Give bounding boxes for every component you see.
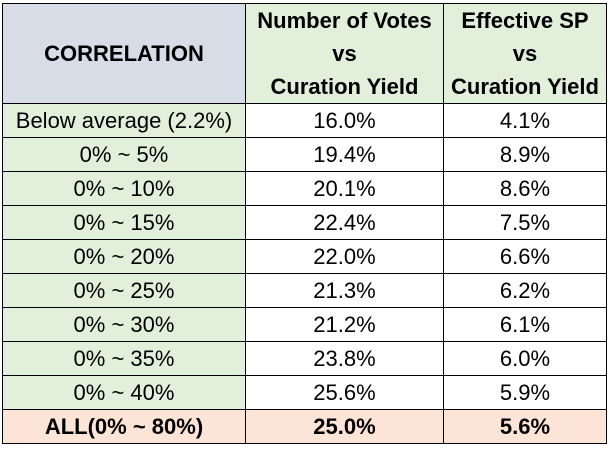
row-label: 0% ~ 15% — [2, 205, 246, 240]
row-label: 0% ~ 35% — [2, 341, 246, 376]
correlation-table: CORRELATION Number of Votes vs Curation … — [2, 3, 607, 444]
votes-value: 19.4% — [245, 137, 444, 172]
row-label: 0% ~ 20% — [2, 239, 246, 274]
header-votes-line-1: Number of Votes — [257, 8, 432, 33]
votes-value: 25.6% — [245, 375, 444, 410]
table-row: 0% ~ 15% 22.4% 7.5% — [2, 205, 607, 240]
table-row: Below average (2.2%) 16.0% 4.1% — [2, 103, 607, 138]
votes-value: 22.0% — [245, 239, 444, 274]
total-label: ALL(0% ~ 80%) — [2, 409, 246, 444]
row-label: 0% ~ 5% — [2, 137, 246, 172]
table-row: 0% ~ 30% 21.2% 6.1% — [2, 307, 607, 342]
table-row: 0% ~ 40% 25.6% 5.9% — [2, 375, 607, 410]
table-body: Below average (2.2%) 16.0% 4.1% 0% ~ 5% 19.4… — [2, 103, 607, 410]
table-row: 0% ~ 5% 19.4% 8.9% — [2, 137, 607, 172]
sp-value: 8.6% — [443, 171, 607, 206]
total-sp-value: 5.6% — [443, 409, 607, 444]
votes-value: 16.0% — [245, 103, 444, 138]
table-row: 0% ~ 25% 21.3% 6.2% — [2, 273, 607, 308]
votes-value: 21.3% — [245, 273, 444, 308]
header-sp-line-1: Effective SP — [461, 8, 589, 33]
sp-value: 4.1% — [443, 103, 607, 138]
header-votes-line-3: Curation Yield — [270, 74, 419, 99]
header-sp-line-3: Curation Yield — [451, 74, 599, 99]
votes-value: 20.1% — [245, 171, 444, 206]
row-label: 0% ~ 40% — [2, 375, 246, 410]
header-votes-line-2: vs — [332, 41, 357, 66]
sp-value: 7.5% — [443, 205, 607, 240]
sp-value: 6.6% — [443, 239, 607, 274]
sp-value: 6.1% — [443, 307, 607, 342]
row-label: 0% ~ 25% — [2, 273, 246, 308]
row-label: 0% ~ 10% — [2, 171, 246, 206]
sp-value: 6.2% — [443, 273, 607, 308]
table-row: 0% ~ 10% 20.1% 8.6% — [2, 171, 607, 206]
header-sp-vs-yield: Effective SP vs Curation Yield — [443, 3, 607, 104]
votes-value: 21.2% — [245, 307, 444, 342]
total-votes-value: 25.0% — [245, 409, 444, 444]
votes-value: 22.4% — [245, 205, 444, 240]
total-row: ALL(0% ~ 80%) 25.0% 5.6% — [2, 409, 607, 444]
header-votes-vs-yield: Number of Votes vs Curation Yield — [245, 3, 444, 104]
sp-value: 5.9% — [443, 375, 607, 410]
header-correlation: CORRELATION — [2, 3, 246, 104]
header-sp-line-2: vs — [512, 41, 538, 66]
table-row: 0% ~ 35% 23.8% 6.0% — [2, 341, 607, 376]
votes-value: 23.8% — [245, 341, 444, 376]
header-row: CORRELATION Number of Votes vs Curation … — [2, 3, 607, 104]
row-label: Below average (2.2%) — [2, 103, 246, 138]
sp-value: 6.0% — [443, 341, 607, 376]
sp-value: 8.9% — [443, 137, 607, 172]
table-row: 0% ~ 20% 22.0% 6.6% — [2, 239, 607, 274]
row-label: 0% ~ 30% — [2, 307, 246, 342]
